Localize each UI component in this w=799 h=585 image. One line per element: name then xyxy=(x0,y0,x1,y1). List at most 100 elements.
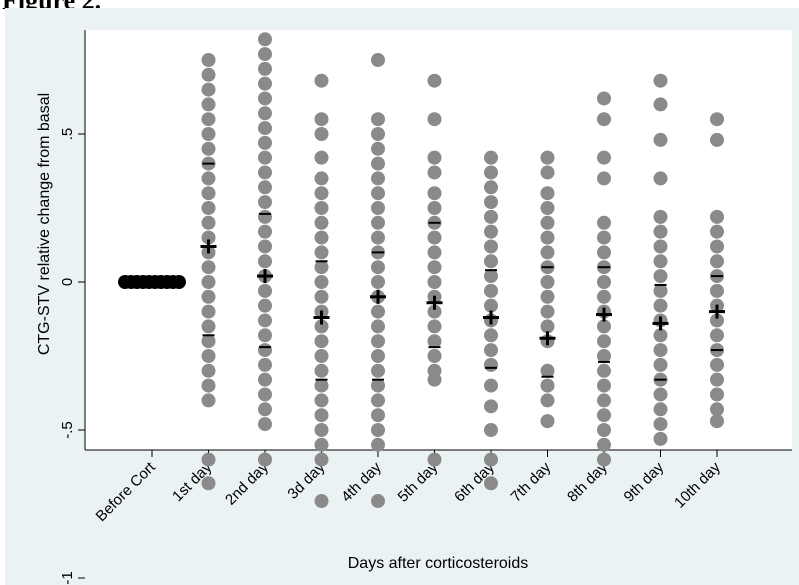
data-point xyxy=(540,245,555,260)
data-point xyxy=(201,201,216,215)
data-point xyxy=(653,209,668,224)
data-point xyxy=(314,73,329,88)
data-point xyxy=(371,186,385,201)
data-point xyxy=(653,298,668,313)
data-point xyxy=(258,452,272,467)
data-point xyxy=(484,452,498,467)
data-point xyxy=(371,378,385,393)
data-point xyxy=(540,414,555,429)
x-tick-label: 7th day xyxy=(508,458,555,505)
data-point xyxy=(201,67,216,82)
data-point xyxy=(653,269,668,284)
data-point xyxy=(653,224,668,239)
data-point xyxy=(653,387,668,402)
data-point xyxy=(314,393,329,408)
summary-markers xyxy=(200,162,725,381)
data-point xyxy=(427,260,442,275)
data-point xyxy=(597,408,611,423)
data-point xyxy=(484,343,498,358)
data-point xyxy=(427,112,442,127)
data-point xyxy=(484,209,498,224)
data-point xyxy=(314,437,329,452)
y-tick-label: -1 xyxy=(59,571,76,584)
x-tick-label: 10th day xyxy=(671,458,724,511)
data-point xyxy=(201,363,216,378)
data-point xyxy=(710,414,724,429)
data-point xyxy=(258,61,272,76)
x-axis-title: Days after corticosteroids xyxy=(348,555,529,572)
data-point xyxy=(427,452,442,467)
data-point xyxy=(201,260,216,275)
data-point xyxy=(258,32,272,47)
data-point xyxy=(597,112,611,127)
x-axis-ticks: Before Cort 1st day 2nd day 3d day 4th day 5t… xyxy=(93,450,724,525)
data-point xyxy=(371,127,385,141)
data-point xyxy=(371,393,385,408)
data-point xyxy=(540,201,555,215)
data-point xyxy=(540,393,555,408)
data-point xyxy=(258,76,272,91)
data-point xyxy=(258,195,272,210)
data-point xyxy=(484,399,498,414)
data-point xyxy=(371,319,385,334)
data-point xyxy=(710,239,724,254)
data-point xyxy=(258,91,272,106)
data-point xyxy=(258,387,272,402)
data-point xyxy=(371,275,385,289)
data-point xyxy=(172,275,186,289)
data-point xyxy=(597,171,611,186)
data-point xyxy=(371,494,385,509)
data-point xyxy=(484,298,498,313)
data-point xyxy=(710,372,724,387)
data-point xyxy=(201,304,216,319)
data-point xyxy=(258,283,272,298)
data-point xyxy=(484,283,498,298)
x-tick-label: 9th day xyxy=(621,458,668,505)
data-point xyxy=(258,239,272,254)
data-point xyxy=(540,165,555,180)
data-point xyxy=(201,393,216,408)
data-point xyxy=(427,275,442,289)
data-point xyxy=(314,378,329,393)
data-point xyxy=(484,180,498,195)
data-point xyxy=(314,150,329,165)
data-point xyxy=(540,275,555,289)
data-point xyxy=(314,363,329,378)
data-point xyxy=(314,319,329,334)
data-point xyxy=(484,224,498,239)
data-point xyxy=(258,343,272,358)
data-point xyxy=(314,215,329,230)
data-point xyxy=(653,239,668,254)
data-point xyxy=(258,313,272,328)
data-point xyxy=(371,201,385,215)
data-point xyxy=(314,186,329,201)
data-point xyxy=(710,209,724,224)
data-point xyxy=(597,452,611,467)
data-point xyxy=(314,494,329,509)
data-point xyxy=(371,141,385,156)
data-point xyxy=(258,209,272,224)
data-point xyxy=(597,91,611,106)
data-point xyxy=(427,201,442,215)
data-point xyxy=(427,186,442,201)
data-point xyxy=(258,224,272,239)
data-point xyxy=(540,304,555,319)
data-point xyxy=(710,402,724,417)
data-point xyxy=(314,127,329,141)
data-point xyxy=(201,349,216,363)
data-point xyxy=(427,334,442,349)
data-point xyxy=(258,357,272,372)
data-point xyxy=(427,165,442,180)
y-tick-label: .5 xyxy=(59,128,76,141)
data-point xyxy=(710,224,724,239)
data-point xyxy=(201,230,216,245)
data-point xyxy=(653,132,668,147)
data-point xyxy=(427,319,442,334)
data-point xyxy=(653,73,668,88)
data-point xyxy=(653,402,668,417)
data-point xyxy=(314,452,329,467)
data-point xyxy=(540,186,555,201)
data-point xyxy=(484,357,498,372)
data-point xyxy=(314,230,329,245)
